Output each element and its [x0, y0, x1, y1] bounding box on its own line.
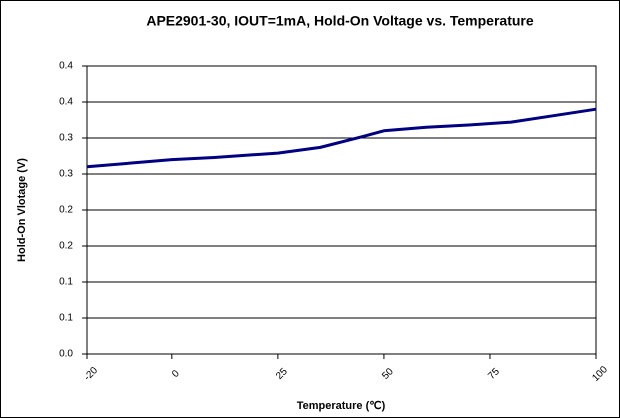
data-line [86, 107, 597, 169]
y-tick-label: 0.2 [59, 205, 73, 216]
y-tick-label: 0.1 [59, 277, 73, 288]
y-tick-label: 0.4 [59, 61, 73, 72]
chart-title: APE2901-30, IOUT=1mA, Hold-On Voltage vs… [146, 13, 534, 29]
y-tick-label: 0.3 [59, 169, 73, 180]
y-tick-label: 0.4 [59, 97, 73, 108]
x-axis-label: Temperature (℃) [297, 400, 386, 412]
y-tick-label: 0.0 [59, 349, 73, 360]
y-tick-label: 0.2 [59, 241, 73, 252]
y-tick-label: 0.3 [59, 133, 73, 144]
y-tick-label: 0.1 [59, 313, 73, 324]
y-axis-label: Hold-On Vlotage (V) [16, 158, 28, 262]
plot-frame [86, 65, 597, 355]
